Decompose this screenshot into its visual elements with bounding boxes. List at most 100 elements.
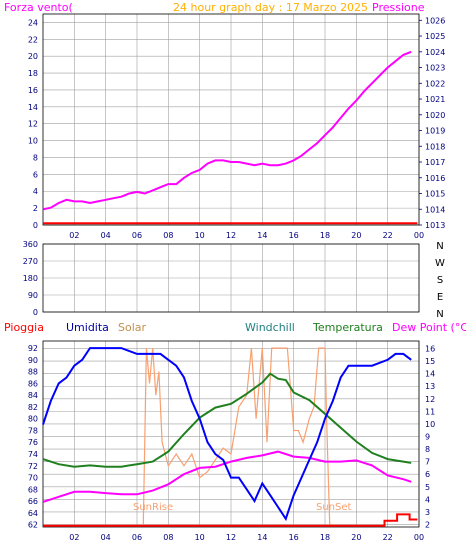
- chart-title: 24 hour graph day : 17 Marzo 2025: [173, 1, 368, 14]
- pressure-chart-grid: [42, 13, 422, 226]
- y-tick-label: 82: [28, 403, 38, 412]
- y-tick-label: 92: [28, 344, 38, 353]
- y-tick-label: 7: [425, 458, 430, 467]
- y-tick-label: 360: [23, 240, 38, 249]
- y-tick-label: 22: [28, 35, 38, 44]
- x-tick-label: 08: [163, 533, 173, 542]
- y-tick-label: 90: [28, 291, 38, 300]
- x-tick-label: 22: [383, 533, 393, 542]
- x-tick-label: 20: [351, 533, 361, 542]
- series-line: [42, 450, 412, 503]
- x-tick-label: 00: [414, 533, 424, 542]
- y-tick-label: 76: [28, 438, 38, 447]
- y-tick-label: 86: [28, 379, 38, 388]
- y-tick-label: 14: [28, 103, 38, 112]
- y-tick-label: 68: [28, 485, 38, 494]
- wind-axis-label: Forza vento(: [4, 1, 73, 14]
- dewpoint-axis-label: Dew Point (°C): [392, 321, 466, 334]
- y-tick-label: 6: [33, 170, 38, 179]
- x-tick-label: 16: [289, 533, 299, 542]
- y-tick-label: 84: [28, 391, 38, 400]
- y-tick-label: 0: [33, 221, 38, 230]
- y-tick-label: 64: [28, 509, 38, 518]
- y-tick-label: 1013: [425, 221, 445, 230]
- y-tick-label: 10: [425, 420, 435, 429]
- weather-chart-plot: [42, 347, 418, 527]
- y-tick-label: 5: [425, 483, 430, 492]
- y-tick-label: 9: [425, 433, 430, 442]
- x-tick-label: 14: [257, 231, 267, 240]
- x-tick-label: 10: [195, 533, 205, 542]
- y-tick-label: 66: [28, 497, 38, 506]
- series-line: [43, 513, 418, 527]
- plot-frame: [42, 243, 420, 313]
- y-tick-label: 14: [425, 370, 435, 379]
- y-tick-label: 16: [425, 345, 435, 354]
- y-tick-label: 62: [28, 521, 38, 530]
- y-tick-label: 70: [28, 474, 38, 483]
- x-tick-label: 16: [289, 231, 299, 240]
- x-tick-label: 20: [351, 231, 361, 240]
- x-tick-label: 06: [132, 231, 142, 240]
- x-tick-label: 18: [320, 533, 330, 542]
- y-tick-label: 1026: [425, 16, 445, 25]
- y-tick-label: 1020: [425, 111, 445, 120]
- y-tick-label: 12: [28, 120, 38, 129]
- wind-direction-grid: [42, 243, 420, 313]
- y-tick-label: 1024: [425, 48, 445, 57]
- x-tick-label: 00: [414, 231, 424, 240]
- sunset-annotation: SunSet: [316, 502, 352, 513]
- y-tick-label: 8: [33, 153, 38, 162]
- y-tick-label: 270: [23, 257, 38, 266]
- x-tick-label: 04: [101, 533, 111, 542]
- pressure-chart-plot: [42, 50, 418, 225]
- compass-label: S: [437, 275, 443, 286]
- x-tick-label: 12: [226, 231, 236, 240]
- y-tick-label: 13: [425, 382, 435, 391]
- y-tick-label: 1017: [425, 158, 445, 167]
- x-tick-label: 06: [132, 533, 142, 542]
- rain-axis-label: Pioggia: [4, 321, 44, 334]
- y-tick-label: 88: [28, 368, 38, 377]
- x-tick-label: 14: [257, 533, 267, 542]
- compass-label: N: [436, 309, 443, 320]
- compass-label: N: [436, 241, 443, 252]
- y-tick-label: 1015: [425, 190, 445, 199]
- y-tick-label: 3: [425, 508, 430, 517]
- y-tick-label: 1018: [425, 142, 445, 151]
- temperature-axis-label: Temperatura: [312, 321, 383, 334]
- series-line: [142, 347, 333, 526]
- y-tick-label: 1025: [425, 32, 445, 41]
- y-tick-label: 20: [28, 52, 38, 61]
- x-tick-label: 22: [383, 231, 393, 240]
- humidity-axis-label: Umidita: [66, 321, 109, 334]
- series-line: [42, 347, 412, 522]
- plot-frame: [42, 340, 420, 528]
- y-tick-label: 4: [33, 187, 38, 196]
- weather-chart-grid: [42, 340, 420, 528]
- y-tick-label: 1019: [425, 127, 445, 136]
- windchill-axis-label: Windchill: [245, 321, 295, 334]
- y-tick-label: 80: [28, 415, 38, 424]
- y-tick-label: 15: [425, 357, 435, 366]
- x-tick-label: 12: [226, 533, 236, 542]
- y-tick-label: 90: [28, 356, 38, 365]
- x-tick-label: 08: [163, 231, 173, 240]
- y-tick-label: 1023: [425, 64, 445, 73]
- series-line: [42, 372, 412, 468]
- y-tick-label: 12: [425, 395, 435, 404]
- sunrise-annotation: SunRise: [133, 502, 173, 513]
- pressure-chart-ticks: 0246810121416182022241013101410151016101…: [28, 16, 446, 240]
- y-tick-label: 1021: [425, 95, 445, 104]
- pressure-axis-label: Pressione: [372, 1, 425, 14]
- y-tick-label: 1022: [425, 79, 445, 88]
- x-tick-label: 02: [69, 533, 79, 542]
- y-tick-label: 11: [425, 407, 435, 416]
- y-tick-label: 1014: [425, 205, 445, 214]
- solar-axis-label: Solar: [118, 321, 147, 334]
- compass-label: W: [435, 258, 445, 269]
- y-tick-label: 0: [33, 308, 38, 317]
- series-line: [42, 50, 412, 211]
- y-tick-label: 4: [425, 495, 430, 504]
